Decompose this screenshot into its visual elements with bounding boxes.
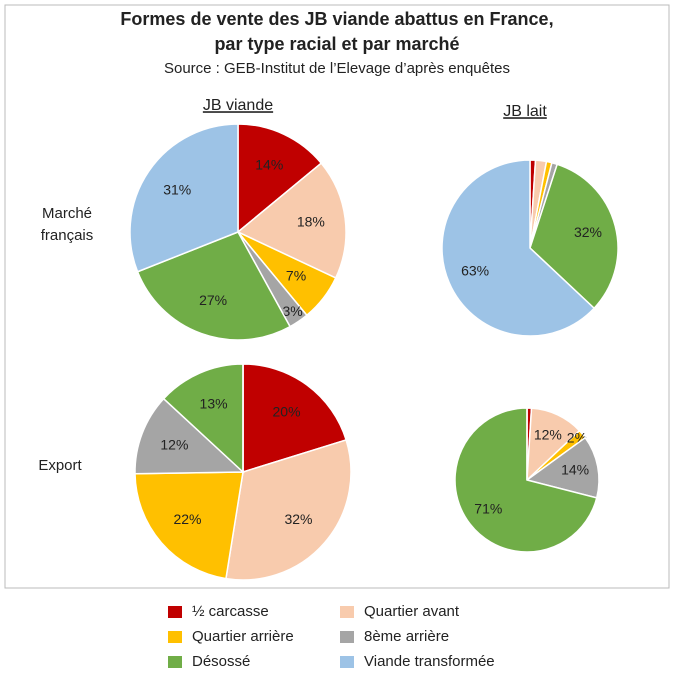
legend-label: ½ carcasse [192, 603, 269, 620]
pie-slice [162, 363, 244, 474]
pie-slice [134, 471, 244, 580]
pie-slice [225, 438, 352, 581]
frame [4, 4, 670, 589]
data-label: 63% [461, 262, 489, 278]
row-label: Marché français [40, 205, 94, 244]
row-label: Export [38, 457, 82, 474]
legend-swatch [168, 606, 182, 618]
legend-swatch [168, 631, 182, 643]
data-label: 14% [255, 156, 283, 172]
legend-label: 8ème arrière [364, 628, 449, 645]
pie-slice [529, 163, 619, 310]
data-label: 22% [173, 511, 201, 527]
column-label: JB viande [203, 97, 273, 114]
legend-swatch [340, 656, 354, 668]
legend-label: Quartier arrière [192, 628, 294, 645]
pie-slice [134, 397, 245, 475]
column-label: JB lait [503, 103, 547, 120]
pie-slice [129, 123, 239, 273]
data-label: 12% [534, 426, 562, 442]
data-label: 7% [286, 268, 306, 284]
data-label: 20% [273, 404, 301, 420]
data-label: 32% [284, 511, 312, 527]
subtitle: Source : GEB-Institut de l’Elevage d’apr… [164, 60, 510, 77]
legend-label: Désossé [192, 653, 250, 670]
title: par type racial et par marché [214, 34, 459, 54]
data-label: 14% [561, 462, 589, 478]
pie-slice [237, 123, 323, 234]
pie-slice [136, 231, 292, 341]
pie-slice [441, 159, 596, 337]
data-label: 18% [297, 213, 325, 229]
legend-swatch [340, 631, 354, 643]
data-label: 71% [474, 501, 502, 517]
data-label: 32% [574, 224, 602, 240]
pie-slice [525, 436, 600, 499]
legend-swatch [340, 606, 354, 618]
pie-slice [242, 363, 348, 474]
data-label: 12% [160, 436, 188, 452]
pie-slice [236, 162, 347, 279]
data-label: 27% [199, 292, 227, 308]
data-label: 3% [283, 303, 303, 319]
pie-slice [454, 407, 598, 553]
data-label: 13% [200, 395, 228, 411]
legend-label: Quartier avant [364, 603, 460, 620]
legend-swatch [168, 656, 182, 668]
title: Formes de vente des JB viande abattus en… [120, 9, 553, 29]
legend-label: Viande transformée [364, 653, 495, 670]
data-label: 31% [163, 181, 191, 197]
